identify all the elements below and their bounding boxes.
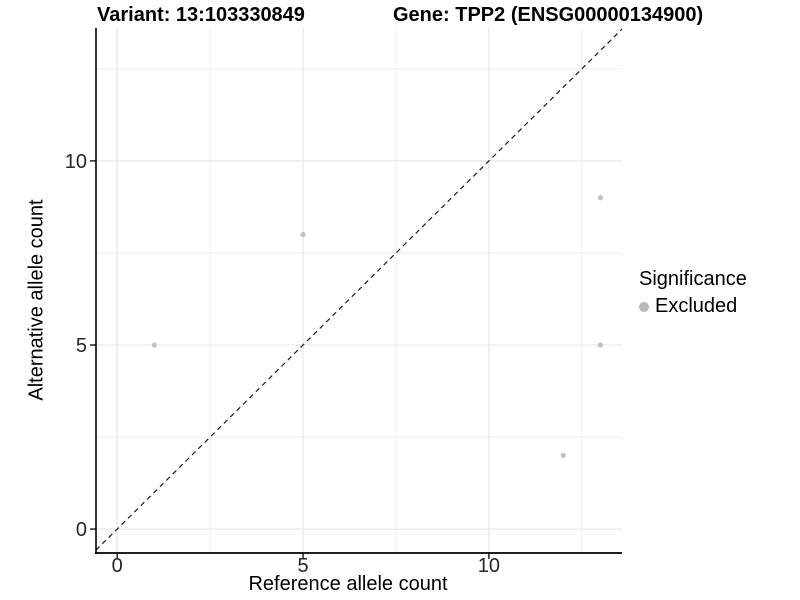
x-tick-label: 10: [478, 555, 500, 577]
y-tick-label: 10: [65, 151, 87, 173]
data-point: [597, 195, 604, 201]
identity-dashed-line: [95, 28, 623, 551]
x-tick-label: 5: [297, 555, 308, 577]
data-point: [151, 342, 157, 348]
plot-title-variant: Variant: 13:103330849: [97, 4, 305, 26]
legend-entry: Excluded: [639, 295, 747, 318]
data-point: [300, 231, 306, 238]
legend: Significance Excluded: [639, 268, 747, 318]
plot-title-gene: Gene: TPP2 (ENSG00000134900): [393, 4, 704, 26]
data-point: [560, 452, 566, 459]
legend-title: Significance: [639, 268, 747, 290]
legend-entry-label: Excluded: [655, 295, 738, 317]
data-point: [597, 342, 604, 348]
x-tick-label: 0: [112, 555, 123, 577]
excluded-marker-icon: [639, 301, 649, 312]
y-axis-title: Alternative allele count: [25, 199, 48, 401]
y-tick-label: 5: [76, 335, 87, 357]
x-axis-title: Reference allele count: [248, 573, 448, 595]
y-tick-label: 0: [76, 519, 87, 541]
